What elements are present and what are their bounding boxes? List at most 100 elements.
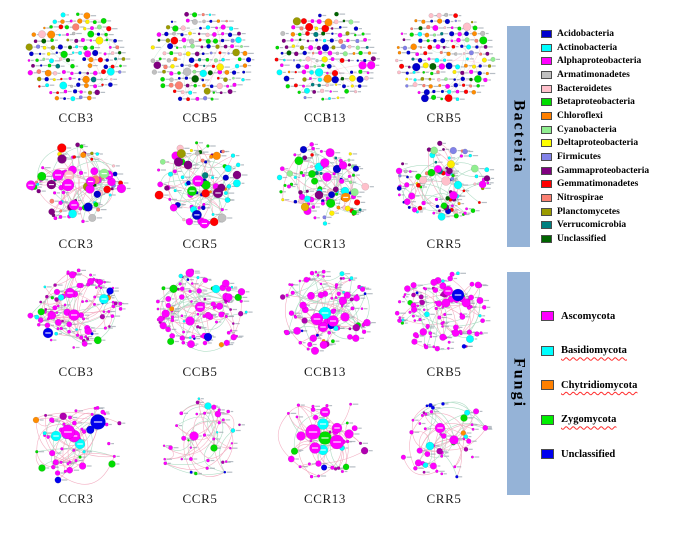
legend-swatch [541,194,552,203]
network-panel-bacteria-ccb5: CCB5 [140,8,260,126]
legend-item: Actinobacteria [541,41,649,55]
legend-swatch [541,166,552,175]
legend-item: Deltaproteobacteria [541,137,649,151]
legend-swatch [541,311,554,322]
network-graph [26,142,131,224]
network-panel-fungi-ccr13: CCR13 [265,389,385,507]
network-graph [274,11,380,101]
network-graph [279,269,376,355]
legend-item: Bacteroidetes [541,82,649,96]
network-label: CRB5 [426,364,462,379]
legend-label: Nitrospirae [557,193,604,204]
legend-label: Verrucomicrobia [557,220,627,231]
network-graph [150,11,255,102]
legend-label: Ascomycota [561,310,616,322]
network-panel-fungi-ccb13: CCB13 [265,262,385,380]
legend-item: Verrucomicrobia [541,219,649,233]
legend-swatch [541,57,552,66]
legend-swatch [541,84,552,93]
network-panel-bacteria-ccb3: CCB3 [16,8,136,126]
legend-item: Planctomycetes [541,205,649,219]
legend-item: Chloroflexi [541,109,649,123]
legend-swatch [541,221,552,230]
legend-item: Betaproteobacteria [541,95,649,109]
fungi-section-label: Fungi [510,358,528,409]
legend-item: Unclassified [541,437,637,472]
legend-label: Zygomycota [561,414,617,426]
bacteria-section-bar: Bacteria [507,26,530,247]
legend-label: Betaproteobacteria [557,97,635,108]
legend-label: Actinobacteria [557,42,618,53]
legend-item: Ascomycota [541,299,637,334]
legend-label: Acidobacteria [557,28,614,39]
network-label: CCR13 [303,236,346,251]
network-label: CCR13 [303,491,346,506]
network-panel-bacteria-ccr13: CCR13 [265,134,385,252]
legend-swatch [541,235,552,244]
legend-item: Gemmatimonadetes [541,178,649,192]
legend-swatch [541,43,552,52]
legend-label: Alphaproteobacteria [557,56,642,67]
network-panel-fungi-ccb5: CCB5 [140,262,260,380]
legend-label: Armatimonadetes [557,69,630,80]
network-label: CCR5 [182,236,218,251]
bacteria-section-label: Bacteria [510,99,528,174]
network-label: CCB3 [58,110,94,125]
fungi-section-bar: Fungi [507,272,530,495]
network-graph [27,268,129,349]
bacteria-legend: Acidobacteria Actinobacteria Alphaproteoba… [541,27,649,246]
network-panel-fungi-ccr3: CCR3 [16,389,136,507]
legend-label: Unclassified [561,448,616,460]
legend-item: Acidobacteria [541,27,649,41]
network-panel-bacteria-crb5: CRB5 [384,8,504,126]
network-label: CRR5 [426,236,462,251]
legend-swatch [541,207,552,216]
legend-swatch [541,153,552,162]
network-label: CCB5 [182,364,218,379]
network-panel-fungi-crb5: CRB5 [384,262,504,380]
legend-swatch [541,380,554,391]
network-label: CCR3 [58,236,94,251]
legend-swatch [541,345,554,356]
network-graph [395,140,495,221]
legend-label: Chloroflexi [557,110,603,121]
network-graph [155,268,253,352]
network-graph [154,141,248,229]
legend-swatch [541,29,552,38]
network-label: CRR5 [426,491,462,506]
legend-label: Gammaproteobacteria [557,165,650,176]
legend-label: Cyanobacteria [557,124,617,135]
legend-item: Unclassified [541,232,649,246]
legend-label: Basidiomycota [561,345,627,357]
legend-item: Armatimonadetes [541,68,649,82]
legend-item: Gammaproteobacteria [541,164,649,178]
legend-swatch [541,125,552,134]
legend-swatch [541,139,552,148]
legend-item: Firmicutes [541,150,649,164]
network-label: CCB13 [303,364,346,379]
network-graph [276,142,374,226]
network-graph [395,12,500,103]
network-panel-fungi-crr5: CRR5 [384,389,504,507]
legend-item: Zygomycota [541,403,637,438]
legend-item: Cyanobacteria [541,123,649,137]
legend-swatch [541,449,554,460]
network-graph [32,405,126,485]
network-graph [394,271,491,352]
fungi-legend: Ascomycota Basidiomycota Chytridiomycota Zy… [541,299,637,472]
legend-swatch [541,70,552,79]
network-label: CCR5 [182,491,218,506]
network-panel-bacteria-ccr3: CCR3 [16,134,136,252]
network-graph [400,401,493,479]
legend-item: Chytridiomycota [541,368,637,403]
network-label: CCB13 [303,110,346,125]
legend-item: Nitrospirae [541,191,649,205]
network-panel-fungi-ccb3: CCB3 [16,262,136,380]
network-panel-bacteria-ccr5: CCR5 [140,134,260,252]
legend-label: Unclassified [557,234,607,245]
network-label: CCB3 [58,364,94,379]
legend-swatch [541,98,552,107]
network-panel-bacteria-crr5: CRR5 [384,134,504,252]
network-graph [162,397,245,477]
